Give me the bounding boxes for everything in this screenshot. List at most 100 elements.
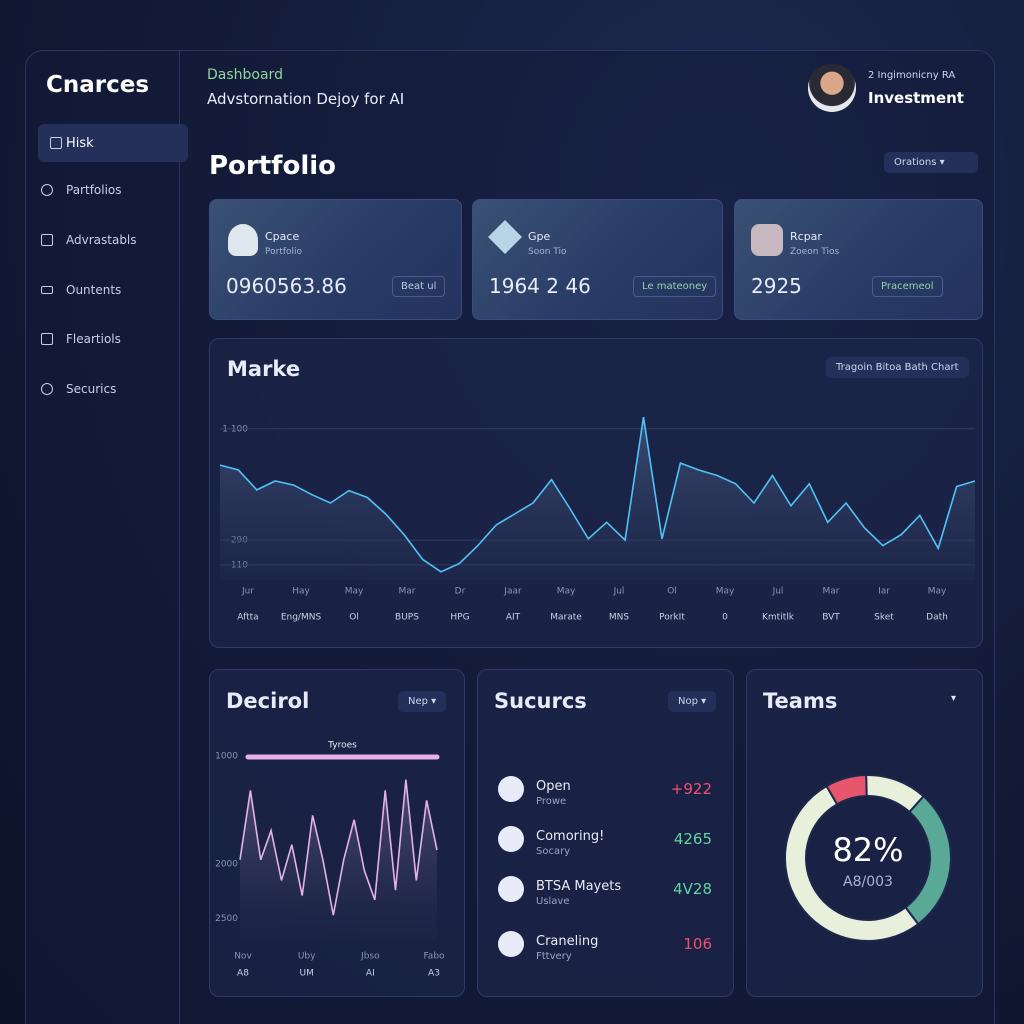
item-value: 4265 xyxy=(673,830,712,848)
x-tick-label: Dr xyxy=(455,587,466,597)
x-tick-label: May xyxy=(716,587,735,597)
card-button[interactable]: Beat ul xyxy=(392,276,446,297)
panel-title: Decirol xyxy=(226,689,310,713)
x-tick-label: Uby xyxy=(298,952,316,962)
x-sublabel: Kmtitlk xyxy=(762,613,795,623)
x-sublabel: Sket xyxy=(874,613,894,623)
item-icon xyxy=(498,931,524,957)
y-tick-label: 2500 xyxy=(215,914,238,924)
user-role: Investment xyxy=(868,89,964,107)
area xyxy=(220,417,975,580)
nav-label: Hisk xyxy=(66,135,94,151)
nav-item[interactable]: Securics xyxy=(38,370,188,408)
dropdown[interactable]: Orations ▾ xyxy=(884,152,978,173)
donut-center-sublabel: A8/003 xyxy=(843,874,893,890)
card: Cpace Portfolio 0960563.86 Beat ul xyxy=(209,199,462,320)
x-sublabel: Ol xyxy=(349,613,359,623)
x-sublabel: 0 xyxy=(722,613,728,623)
item-icon xyxy=(498,826,524,852)
x-tick-label: May xyxy=(345,587,364,597)
x-sublabel: HPG xyxy=(450,613,469,623)
item-icon xyxy=(498,776,524,802)
donut-segment xyxy=(784,784,920,942)
x-sublabel: A8 xyxy=(237,969,249,979)
x-tick-label: May xyxy=(557,587,576,597)
card-title: Gpe xyxy=(528,230,551,243)
x-tick-label: Jaar xyxy=(503,587,522,597)
header-subtitle: Advstornation Dejoy for AI xyxy=(207,90,405,108)
card-value: 0960563.86 xyxy=(226,274,347,298)
user-line: 2 Ingimonicny RA xyxy=(868,70,956,81)
x-sublabel: Dath xyxy=(926,613,948,623)
card-subtitle: Soon Tio xyxy=(528,247,567,257)
x-tick-label: Mar xyxy=(823,587,840,597)
nav-item[interactable]: Ountents xyxy=(38,271,188,309)
item-icon xyxy=(498,876,524,902)
legend-label: Tyroes xyxy=(327,741,357,751)
market-panel xyxy=(209,338,983,648)
item-subtitle: Fttvery xyxy=(536,951,572,962)
card-icon xyxy=(751,224,783,256)
item-subtitle: Prowe xyxy=(536,796,567,807)
nav-item[interactable]: Fleartiols xyxy=(38,320,188,358)
x-tick-label: Jul xyxy=(772,587,784,597)
nav-label: Ountents xyxy=(66,283,122,297)
x-tick-label: Iar xyxy=(878,587,890,597)
nav-item[interactable]: Hisk xyxy=(38,124,188,162)
nav-label: Partfolios xyxy=(66,183,122,197)
x-tick-label: Ol xyxy=(667,587,677,597)
item-title: Craneling xyxy=(536,934,599,949)
x-tick-label: Nov xyxy=(234,952,252,962)
nav-item[interactable]: Partfolios xyxy=(38,171,188,209)
x-sublabel: Eng/MNS xyxy=(281,613,322,623)
brand: Cnarces xyxy=(46,72,150,98)
item-value: 4V28 xyxy=(673,880,712,898)
x-tick-label: Hay xyxy=(292,587,310,597)
item-value: 106 xyxy=(683,935,712,953)
avatar[interactable] xyxy=(808,64,856,112)
x-sublabel: AI xyxy=(366,969,375,979)
line xyxy=(219,416,976,573)
panel-title: Teams xyxy=(763,689,838,713)
card-subtitle: Zoeon Tios xyxy=(790,247,840,257)
x-sublabel: Marate xyxy=(550,613,582,623)
dropdown[interactable]: Nep ▾ xyxy=(398,691,447,712)
line xyxy=(239,779,438,916)
dropdown[interactable]: Nop ▾ xyxy=(668,691,717,712)
card: Gpe Soon Tio 1964 2 46 Le mateoney xyxy=(472,199,723,320)
item-subtitle: Uslave xyxy=(536,896,570,907)
panel-title: Marke xyxy=(227,357,301,381)
x-tick-label: Jur xyxy=(241,587,254,597)
chart-button[interactable]: Tragoin Bitoa Bath Chart xyxy=(826,357,969,378)
section-title: Portfolio xyxy=(209,151,337,181)
x-tick-label: Mar xyxy=(399,587,416,597)
x-sublabel: BUPS xyxy=(395,613,419,623)
x-tick-label: Jbso xyxy=(360,952,380,962)
dropdown-label: Nep xyxy=(408,696,428,707)
card-value: 1964 2 46 xyxy=(489,274,591,298)
x-tick-label: Fabo xyxy=(423,952,445,962)
dropdown-arrow[interactable]: ▾ xyxy=(951,693,957,704)
x-tick-label: May xyxy=(928,587,947,597)
card-value: 2925 xyxy=(751,274,802,298)
item-value: +922 xyxy=(670,780,712,798)
card-title: Rcpar xyxy=(790,230,822,243)
donut-center-label: 82% xyxy=(832,831,903,869)
item-subtitle: Socary xyxy=(536,846,571,857)
nav-item[interactable]: Advrastabls xyxy=(38,221,188,259)
donut-segment xyxy=(904,794,952,926)
x-sublabel: A3 xyxy=(428,969,440,979)
card-button[interactable]: Pracemeol xyxy=(872,276,943,297)
card-button[interactable]: Le mateoney xyxy=(633,276,717,297)
y-tick-label: 2000 xyxy=(215,860,238,870)
nav-label: Advrastabls xyxy=(66,233,137,247)
x-sublabel: UM xyxy=(299,969,313,979)
x-sublabel: BVT xyxy=(822,613,840,623)
area xyxy=(240,779,437,940)
panel-title: Sucurcs xyxy=(494,689,587,713)
x-sublabel: MNS xyxy=(609,613,629,623)
x-sublabel: AIT xyxy=(506,613,521,623)
header-title: Dashboard xyxy=(207,67,283,83)
item-title: BTSA Mayets xyxy=(536,879,622,894)
